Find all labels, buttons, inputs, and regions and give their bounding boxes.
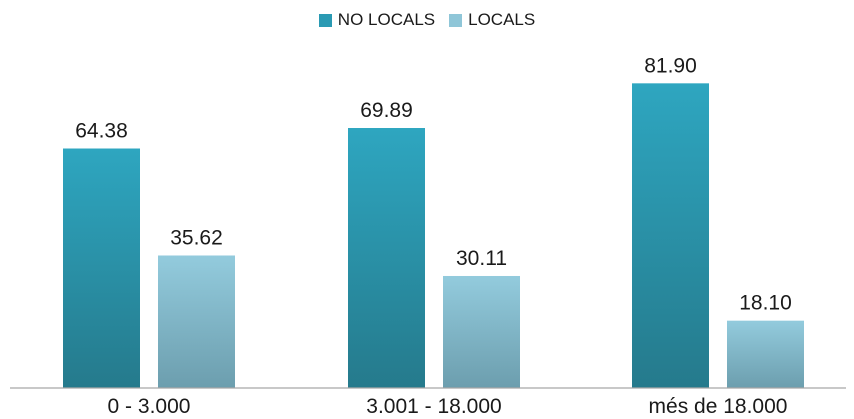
bar-no-locals-2 [348,128,425,388]
data-label-no-locals-1: 64.38 [75,120,128,143]
data-label-no-locals-2: 69.89 [360,99,413,122]
data-label-locals-2: 30.11 [456,247,507,270]
data-label-locals-3: 18.10 [739,292,792,315]
legend-label-no-locals: NO LOCALS [337,10,436,29]
data-label-locals-1: 35.62 [170,226,223,249]
bar-locals-3 [727,320,804,388]
bar-locals-2 [443,275,520,388]
x-tick-label-1: 0 - 3.000 [108,395,191,418]
legend-label-locals: LOCALS [468,10,536,29]
bar-locals-1 [158,255,235,388]
legend-item-no-locals: NO LOCALS [318,10,436,30]
x-tick-label-2: 3.001 - 18.000 [366,395,501,418]
legend-swatch-no-locals [318,13,332,27]
data-label-no-locals-3: 81.90 [644,54,697,77]
bar-no-locals-1 [63,148,140,388]
bar-no-locals-3 [632,83,709,388]
chart-legend: NO LOCALS LOCALS [0,10,854,30]
x-tick-label-3: més de 18.000 [649,395,788,418]
legend-item-locals: LOCALS [449,10,535,30]
legend-swatch-locals [449,13,463,27]
